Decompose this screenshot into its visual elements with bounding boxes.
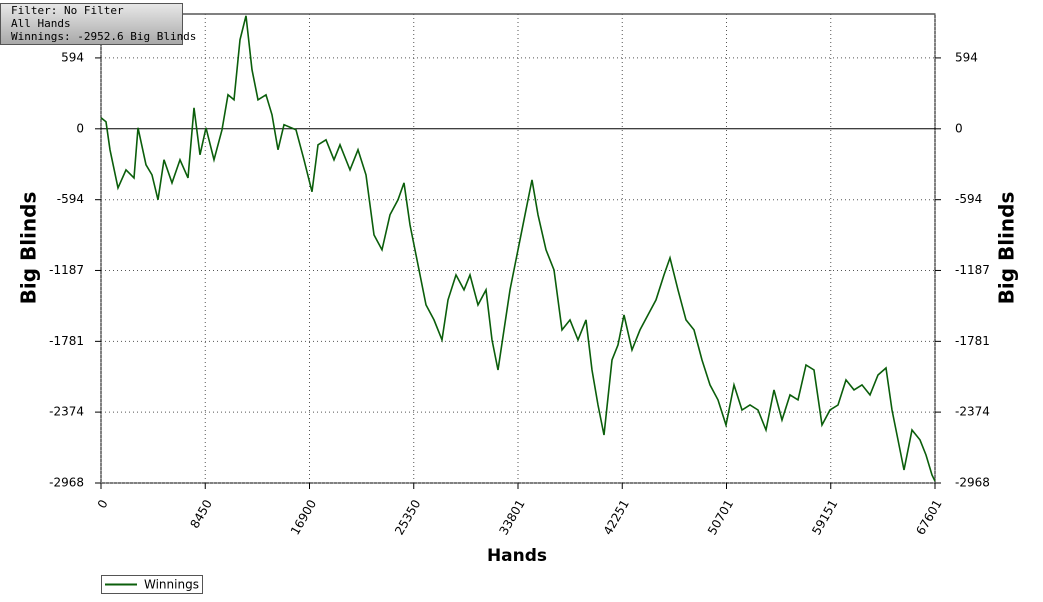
y-axis-label: Big Blinds: [17, 192, 41, 305]
annotation: All Hands: [11, 17, 71, 30]
y2-tick-label: -2968: [955, 476, 990, 490]
x-tick-label: 67601: [913, 497, 944, 537]
x-tick-label: 16900: [288, 497, 319, 537]
annotation: Winnings: -2952.6 Big Blinds: [11, 30, 196, 43]
y-tick-label: -1187: [49, 263, 84, 277]
info-box: [0, 3, 183, 45]
x-tick-label: 50701: [705, 497, 736, 537]
y2-tick-label: 594: [955, 50, 978, 64]
y2-axis-label: Big Blinds: [995, 192, 1019, 305]
x-tick-label: 42251: [601, 497, 632, 537]
series-line: [100, 15, 936, 482]
y-tick-label: -594: [57, 192, 84, 206]
y-tick-label: 594: [61, 50, 84, 64]
legend: [101, 575, 203, 594]
x-tick-label: 33801: [496, 497, 527, 537]
annotation: Filter: No Filter: [11, 4, 124, 17]
y2-tick-label: -594: [955, 192, 982, 206]
y-tick-label: -2374: [49, 405, 84, 419]
y2-tick-label: -1781: [955, 334, 990, 348]
legend-label: Winnings: [144, 578, 199, 592]
y2-tick-label: -1187: [955, 263, 990, 277]
x-tick-label: 59151: [809, 497, 840, 537]
y-tick-label: 0: [76, 121, 84, 135]
y-tick-label: -1781: [49, 334, 84, 348]
x-tick-label: 25350: [392, 497, 423, 537]
x-axis-label: Hands: [487, 546, 547, 566]
y2-tick-label: -2374: [955, 405, 990, 419]
x-tick-label: 8450: [187, 497, 214, 530]
y-tick-label: -2968: [49, 476, 84, 490]
x-tick-label: 0: [95, 497, 111, 511]
y2-tick-label: 0: [955, 121, 963, 135]
